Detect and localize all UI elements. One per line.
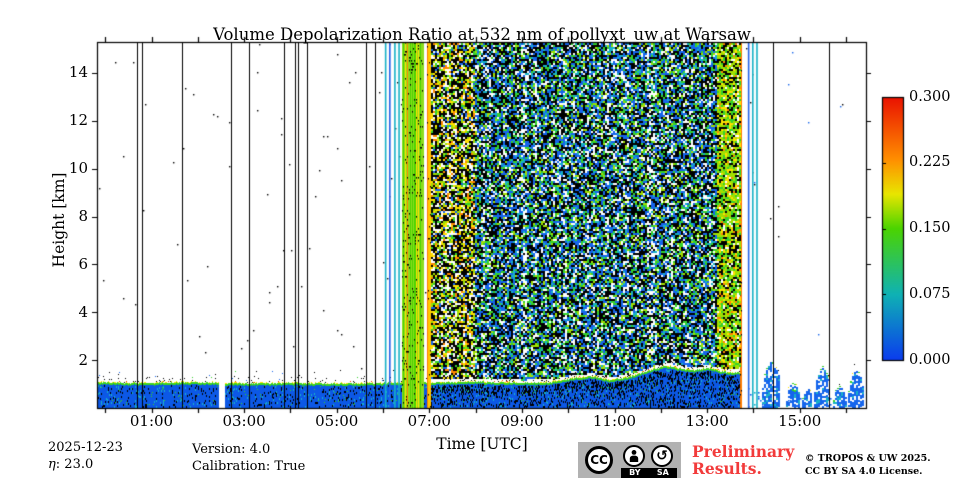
colorbar-tick-label: 0.225 <box>909 154 951 171</box>
cc-icon: CC <box>585 446 613 474</box>
y-tick-label: 6 <box>78 254 88 273</box>
y-tick-label: 10 <box>68 159 88 178</box>
copyright-line1: © TROPOS & UW 2025. <box>805 453 931 464</box>
cc-sa-label: SA <box>656 468 669 477</box>
copyright-note: © TROPOS & UW 2025. CC BY SA 4.0 License… <box>805 452 931 478</box>
calibration-label: Calibration: True <box>192 459 306 474</box>
person-icon <box>629 450 639 462</box>
preliminary-line1: Preliminary <box>692 442 795 461</box>
colorbar-tick-label: 0.150 <box>909 220 951 236</box>
colorbar-tick-label: 0.075 <box>909 285 951 302</box>
eta-value: η: 23.0 <box>48 457 93 473</box>
colorbar-tick-label: 0.300 <box>909 88 951 105</box>
cc-by-label: BY <box>629 468 641 477</box>
x-tick-label: 09:00 <box>500 412 544 430</box>
x-tick-label: 01:00 <box>129 412 174 430</box>
version-label: Version: 4.0 <box>192 442 271 457</box>
sa-arrow-icon: ↺ <box>651 445 673 467</box>
cc-license-badge: CC ↺ BY SA <box>578 442 681 478</box>
y-tick-label: 4 <box>78 302 88 321</box>
y-tick-label: 2 <box>78 350 88 369</box>
x-tick-label: 03:00 <box>222 412 266 430</box>
plot-title: Volume Depolarization Ratio at 532 nm of… <box>213 25 751 44</box>
x-tick-label: 07:00 <box>407 412 451 430</box>
eta-number: : 23.0 <box>55 457 94 472</box>
preliminary-results-note: Preliminary Results. <box>692 443 794 477</box>
x-tick-label: 05:00 <box>315 412 359 430</box>
sa-arrow-glyph: ↺ <box>656 448 668 464</box>
x-tick-label: 13:00 <box>685 412 729 430</box>
y-tick-label: 12 <box>68 111 88 130</box>
y-tick-label: 8 <box>78 207 88 226</box>
by-person-icon <box>623 445 645 467</box>
colorbar-tick-label: 0.000 <box>909 351 951 368</box>
copyright-line2: CC BY SA 4.0 License. <box>805 466 923 477</box>
x-tick-label: 11:00 <box>592 412 637 430</box>
x-axis-label: Time [UTC] <box>436 435 528 453</box>
x-tick-label: 15:00 <box>778 412 822 430</box>
cc-badge-strip: BY SA <box>621 468 677 478</box>
cc-icon-text: CC <box>590 453 608 467</box>
measurement-date: 2025-12-23 <box>48 440 123 455</box>
preliminary-line2: Results. <box>692 459 762 478</box>
y-tick-label: 14 <box>68 63 88 82</box>
eta-symbol: η <box>48 457 56 472</box>
